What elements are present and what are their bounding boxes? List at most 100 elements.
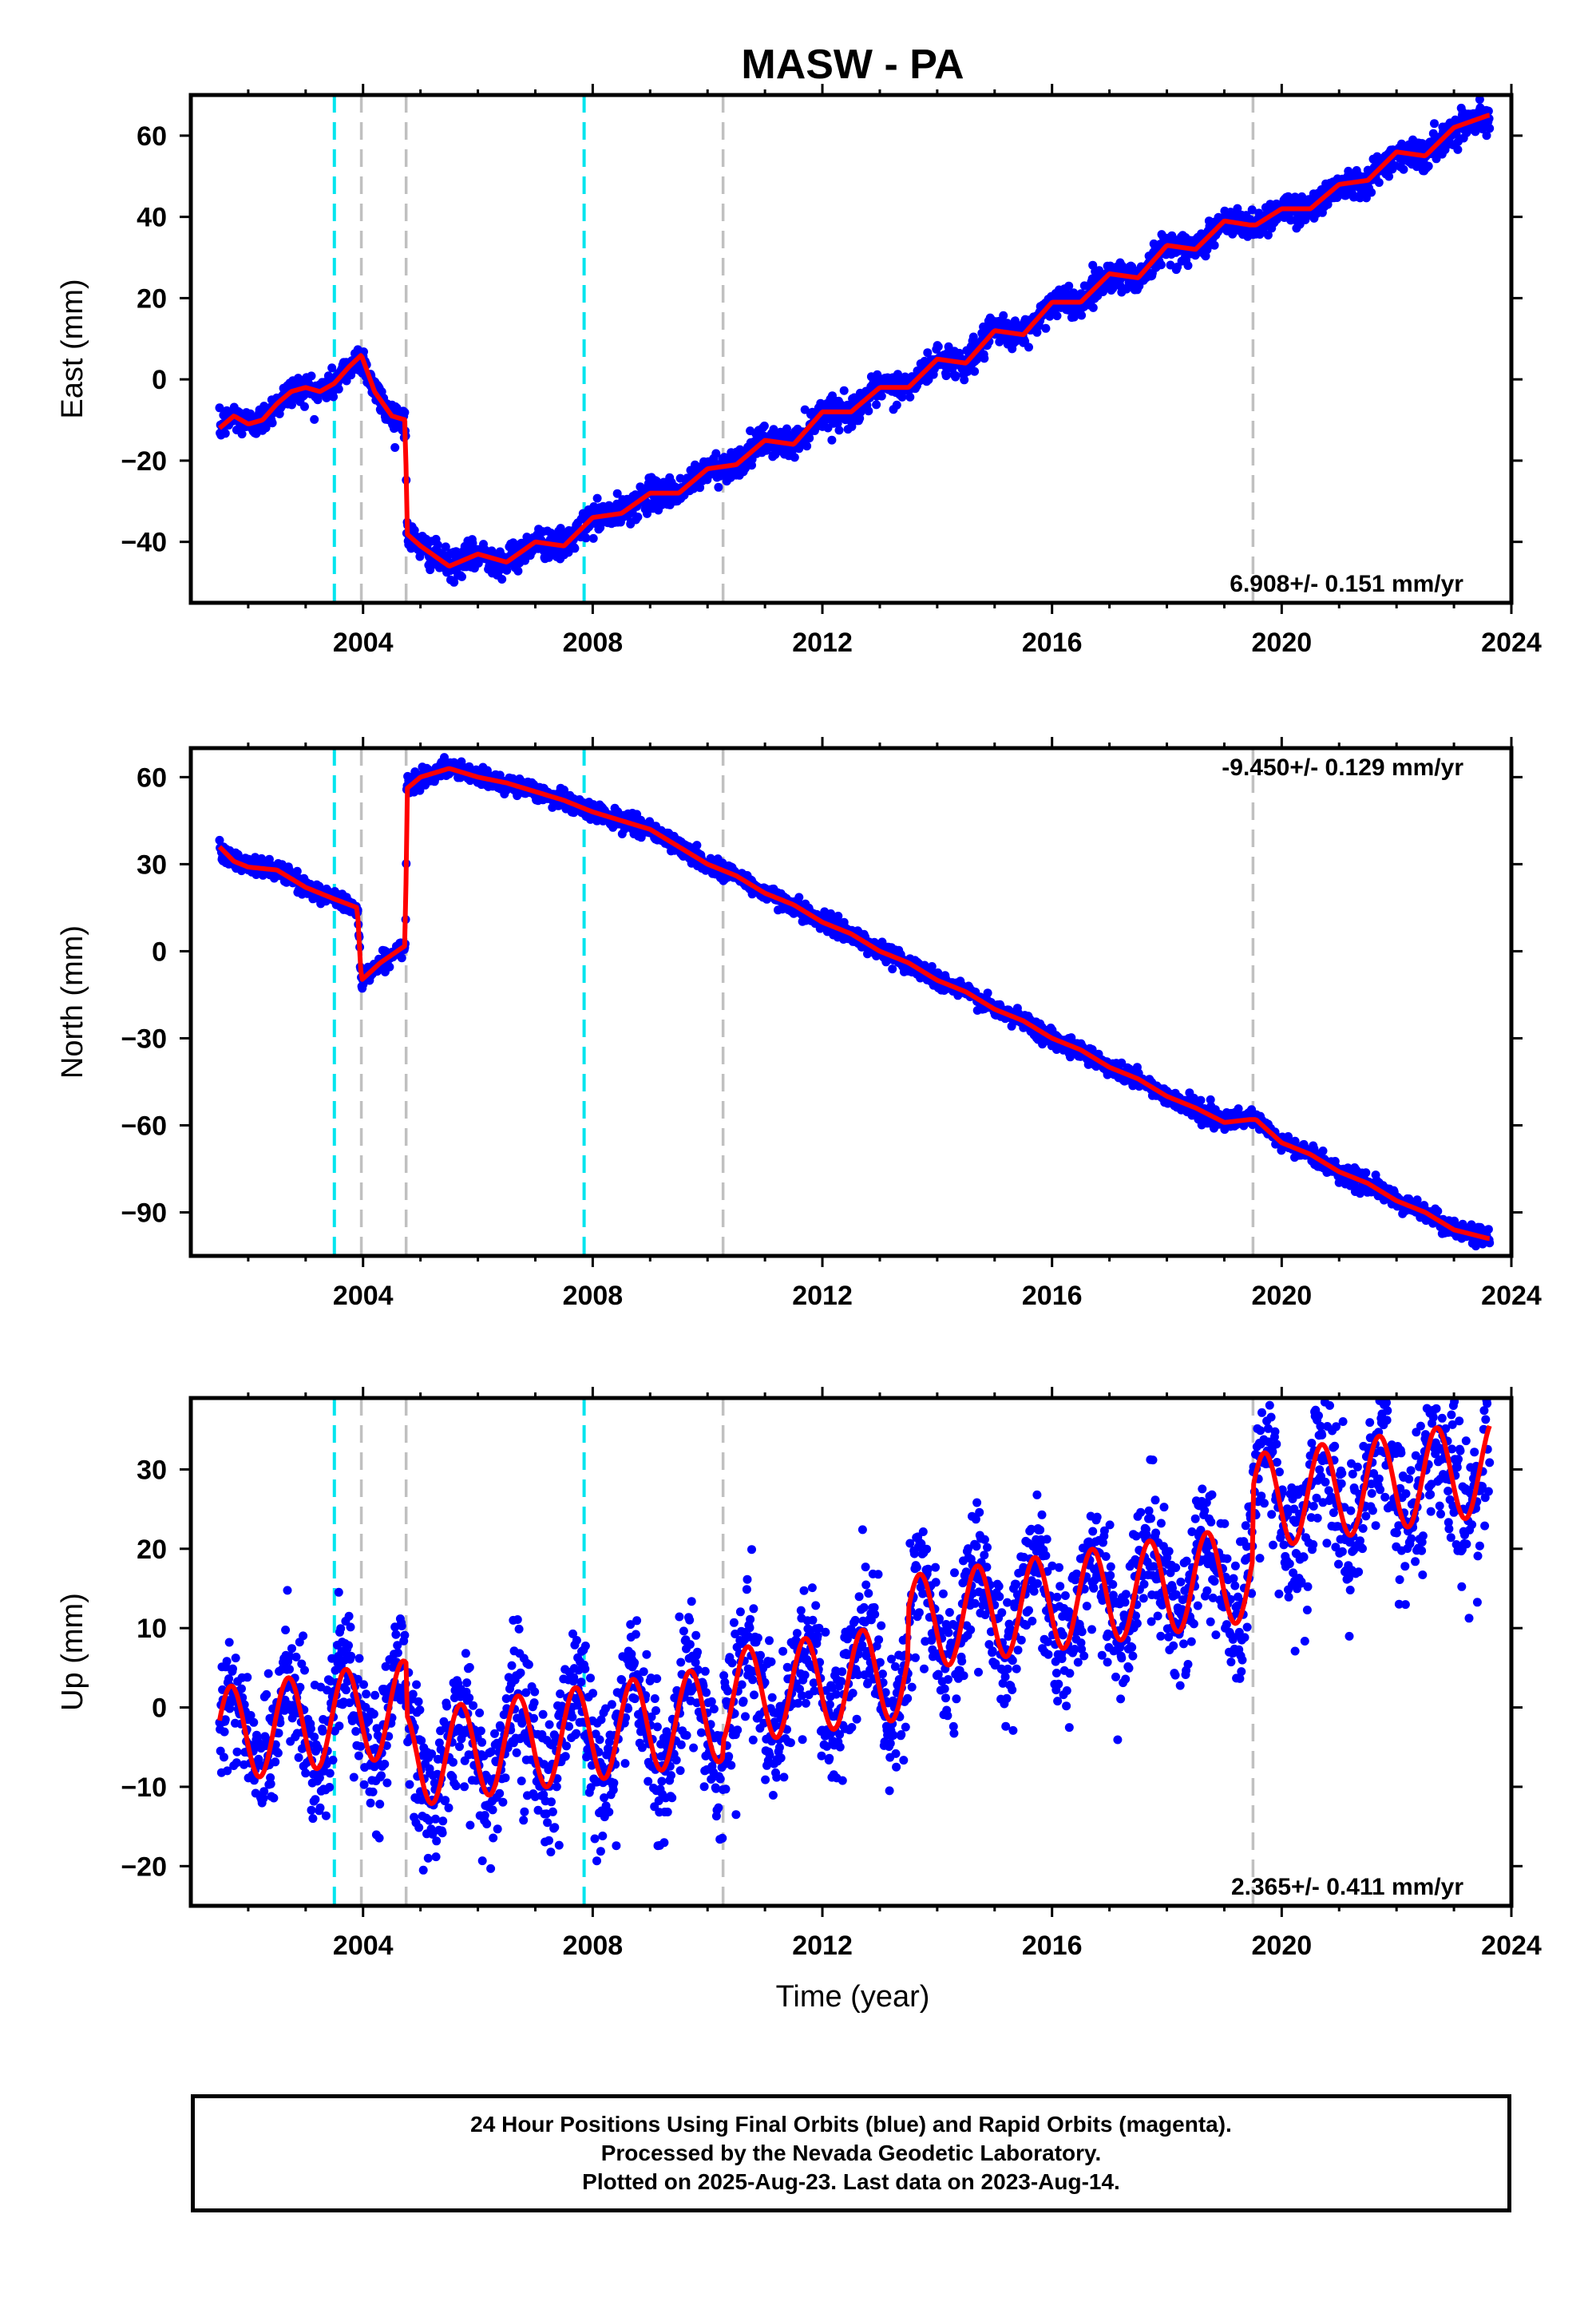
data-point: [711, 449, 721, 458]
y-tick-label: 60: [137, 121, 167, 152]
data-point: [888, 964, 897, 974]
data-point: [872, 400, 881, 410]
data-point: [892, 400, 901, 410]
data-point: [588, 533, 598, 543]
data-point: [415, 552, 425, 561]
data-point: [441, 542, 450, 552]
data-point: [612, 489, 622, 498]
data-point: [220, 429, 230, 438]
data-point: [980, 354, 989, 363]
data-point: [802, 442, 812, 451]
data-point: [951, 371, 960, 381]
data-point: [1077, 311, 1087, 320]
data-point: [983, 988, 992, 998]
data-point: [1088, 303, 1098, 312]
model-line-east: [218, 113, 1491, 568]
data-point: [643, 509, 651, 518]
data-point: [1367, 188, 1376, 197]
data-point: [1485, 124, 1495, 133]
data-point: [923, 348, 933, 358]
data-point: [1453, 145, 1463, 154]
data-point: [864, 406, 873, 416]
data-point: [692, 841, 702, 850]
data-point: [215, 403, 224, 413]
data-point: [834, 426, 844, 435]
data-point: [1196, 1095, 1206, 1105]
data-point: [1041, 323, 1051, 333]
data-point: [300, 402, 309, 411]
data-point: [1424, 161, 1433, 171]
data-point: [457, 572, 466, 581]
data-point: [570, 544, 580, 553]
chart-title: MASW - PA: [741, 42, 964, 88]
data-point: [267, 418, 277, 428]
data-point: [1430, 119, 1439, 129]
data-point: [1032, 327, 1042, 337]
data-point: [1024, 343, 1033, 352]
data-point: [794, 444, 804, 453]
data-point: [714, 482, 723, 492]
data-point: [497, 575, 507, 584]
data-point: [1233, 204, 1242, 213]
y-tick-label: 20: [137, 283, 167, 314]
y-tick-label: −20: [121, 446, 167, 477]
data-point: [877, 391, 886, 401]
data-point: [794, 893, 804, 902]
panel-frame-east: [188, 93, 1514, 605]
data-point: [905, 392, 915, 402]
data-point: [449, 577, 459, 587]
x-tick-label: 2024: [1481, 628, 1542, 658]
x-tick-label: 2016: [1022, 628, 1083, 658]
x-tick-label: 2020: [1252, 628, 1313, 658]
data-point: [581, 533, 591, 543]
data-point: [805, 434, 814, 443]
y-tick-label: −40: [121, 528, 167, 558]
data-point: [941, 371, 951, 381]
panel-east: −40 −20 0 20 40 60 2004 2008 2012 2016 2020 2024 Eas…: [56, 84, 1542, 658]
data-point: [385, 962, 394, 972]
y-tick-label: 0: [152, 365, 167, 395]
data-point: [893, 370, 902, 379]
data-point: [246, 409, 255, 418]
data-point: [1183, 261, 1193, 271]
data-point: [592, 493, 602, 503]
data-point: [307, 371, 316, 381]
data-point: [968, 332, 978, 342]
data-point: [1052, 311, 1062, 321]
x-tick-label: 2004: [333, 628, 394, 658]
data-point: [327, 363, 337, 373]
data-point: [1210, 240, 1219, 250]
data-point: [827, 435, 837, 445]
data-point: [397, 953, 406, 963]
data-point: [800, 405, 810, 414]
data-point: [1247, 205, 1257, 215]
data-point: [310, 414, 319, 424]
data-point: [237, 430, 247, 439]
y-tick-label: 40: [137, 203, 167, 233]
data-point: [999, 311, 1008, 320]
y-axis-title-east: East (mm): [56, 279, 89, 418]
data-point: [334, 384, 343, 394]
panels-group: −40 −20 0 20 40 60 2004 2008 2012 2016 2020 2024 Eas…: [56, 84, 1542, 1961]
data-point: [695, 483, 705, 493]
data-point: [933, 342, 943, 351]
data-point: [1374, 178, 1384, 188]
data-point: [1399, 164, 1408, 174]
data-point: [1156, 260, 1166, 270]
data-point: [972, 354, 982, 364]
data-point: [513, 566, 523, 576]
data-point: [960, 375, 969, 385]
data-point: [1064, 281, 1074, 291]
data-point: [633, 513, 643, 521]
data-point: [487, 546, 497, 556]
data-point: [400, 408, 410, 417]
x-tick-label: 2008: [563, 628, 624, 658]
data-point: [847, 422, 857, 431]
data-point: [839, 386, 849, 395]
data-point: [1318, 1147, 1328, 1155]
data-point: [329, 392, 339, 402]
data-point: [759, 422, 769, 430]
x-tick-label: 2012: [792, 628, 853, 658]
